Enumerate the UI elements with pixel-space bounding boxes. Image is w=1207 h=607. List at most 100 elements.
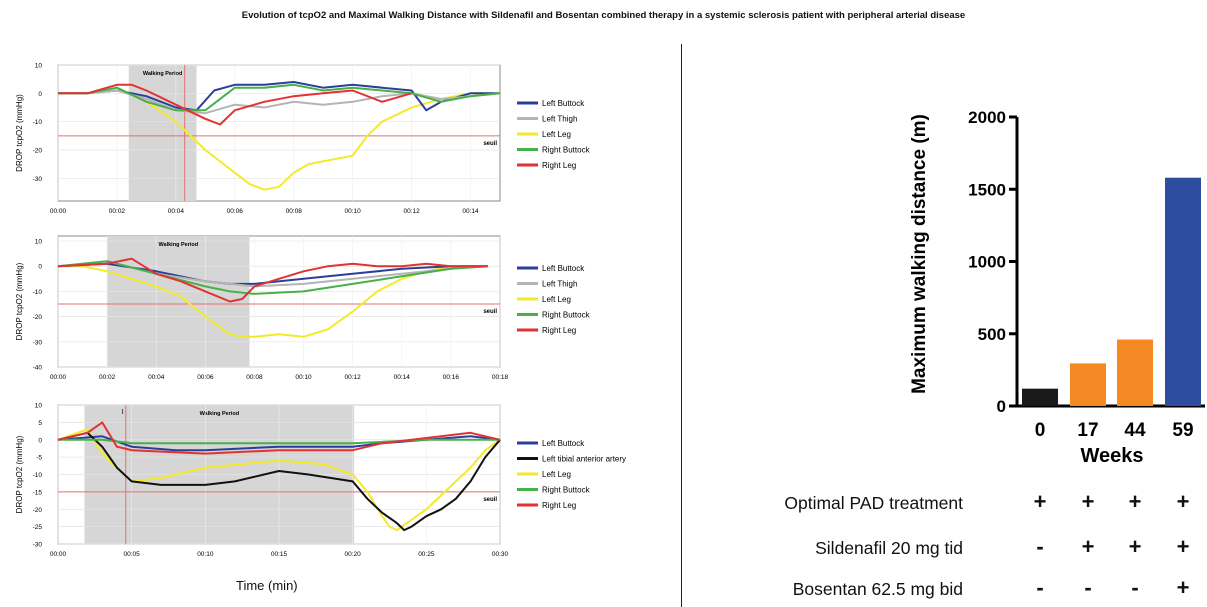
series-line-right-buttock: [57, 260, 488, 295]
treatment-plus: +: [1176, 534, 1190, 559]
legend-label: Left Leg: [542, 470, 571, 479]
y-tick-label: -10: [33, 289, 43, 296]
bar-week-0: [1022, 388, 1058, 406]
treatment-minus: -: [1036, 575, 1044, 600]
series-line-left-tibial: [57, 431, 501, 532]
x-axis-label: Weeks: [1080, 445, 1143, 467]
y-tick-label: 0: [38, 264, 42, 271]
bar-week-17: [1070, 363, 1106, 406]
y-tick-label: 5: [38, 420, 42, 427]
legend-label: Left Buttock: [542, 99, 585, 108]
y-tick-label: -10: [33, 119, 43, 126]
x-tick-label: 00:25: [418, 551, 435, 558]
legend-label: Right Buttock: [542, 146, 591, 155]
walking-period-label: Walking Period: [143, 71, 183, 77]
series-line-right-buttock: [58, 83, 501, 112]
treatment-row: Bosentan 62.5 mg bid - - - +: [690, 575, 1207, 605]
legend-label: Left Thigh: [542, 280, 577, 289]
x-tick-label: 00:00: [50, 374, 67, 381]
x-tick-label: 00:06: [197, 374, 214, 381]
legend-label: Right Buttock: [542, 486, 591, 495]
x-tick-label: 00:16: [443, 374, 460, 381]
series-line-left-leg: [58, 265, 488, 338]
threshold-label: seuil: [483, 309, 497, 315]
y-tick-label: 2000: [968, 108, 1006, 127]
x-tick-label: 00:04: [168, 208, 185, 215]
tcpo2-panel-1: Walking Period 10 0 -10 -20 -30 00:00 00:02 00:0…: [15, 63, 591, 216]
legend-label: Right Leg: [542, 326, 576, 335]
y-tick-label: 10: [35, 239, 43, 246]
x-tick-label: 00:14: [394, 374, 411, 381]
x-tick-label: 00:10: [197, 551, 214, 558]
treatment-label: Bosentan 62.5 mg bid: [792, 579, 963, 599]
y-axis-label: Maximum walking distance (m): [909, 114, 930, 394]
treatment-row: Optimal PAD treatment + + + +: [690, 489, 1207, 519]
threshold-label: seuil: [483, 497, 497, 503]
y-tick-label: -30: [33, 176, 43, 183]
x-tick-label: 00:10: [345, 208, 362, 215]
y-tick-label: -25: [33, 524, 43, 531]
y-tick-label: -40: [33, 365, 43, 372]
treatment-plus: +: [1081, 489, 1095, 514]
x-tick-label: 00:02: [99, 374, 116, 381]
x-tick-label: 00:00: [50, 208, 67, 215]
y-axis-label: DROP tcpO2 (mmHg): [15, 435, 24, 513]
x-tick-label: 00:20: [345, 551, 362, 558]
y-tick-label: 10: [35, 403, 43, 410]
x-tick-label: 00:08: [286, 208, 303, 215]
figure-title: Evolution of tcpO2 and Maximal Walking D…: [241, 10, 966, 21]
x-tick-label: 17: [1077, 420, 1098, 441]
treatment-row: Sildenafil 20 mg tid - + + +: [690, 534, 1207, 564]
x-tick-label: 00:14: [462, 208, 479, 215]
x-tick-label: 44: [1124, 420, 1146, 441]
treatment-plus: +: [1128, 489, 1142, 514]
treatment-plus: +: [1033, 489, 1047, 514]
legend-label: Right Buttock: [542, 311, 591, 320]
treatment-plus: +: [1176, 489, 1190, 514]
x-tick-label: 00:12: [345, 374, 362, 381]
x-tick-label: 00:04: [148, 374, 165, 381]
legend-label: Left Leg: [542, 130, 571, 139]
x-tick-label: 59: [1172, 420, 1193, 441]
series-line-right-leg: [57, 257, 488, 303]
treatment-minus: -: [1084, 575, 1092, 600]
x-tick-label: 00:12: [403, 208, 420, 215]
treatment-label: Sildenafil 20 mg tid: [815, 538, 963, 558]
y-tick-label: 10: [35, 63, 43, 70]
series-line-left-buttock: [57, 435, 501, 452]
x-tick-label: 00:08: [246, 374, 263, 381]
treatment-plus: +: [1176, 575, 1190, 600]
y-tick-label: -30: [33, 542, 43, 549]
walking-period-label: Walking Period: [159, 242, 199, 248]
x-tick-label: 00:06: [227, 208, 244, 215]
y-tick-label: 0: [997, 397, 1006, 416]
y-tick-label: -20: [33, 314, 43, 321]
panel-divider: [681, 44, 682, 607]
treatment-plus: +: [1128, 534, 1142, 559]
walking-period-shade: [107, 236, 250, 367]
legend-label: Left Leg: [542, 295, 571, 304]
y-tick-label: -5: [36, 455, 42, 462]
legend-label: Right Leg: [542, 161, 576, 170]
y-tick-label: 1500: [968, 180, 1006, 199]
series-line-left-leg: [58, 86, 500, 191]
x-tick-label: 00:00: [50, 551, 67, 558]
x-tick-label: 00:18: [492, 374, 509, 381]
treatment-minus: -: [1131, 575, 1139, 600]
x-tick-label: 0: [1035, 420, 1046, 441]
legend-label: Left Thigh: [542, 115, 577, 124]
legend-label: Right Leg: [542, 501, 576, 510]
legend-label: Left Buttock: [542, 439, 585, 448]
y-tick-label: 500: [978, 325, 1006, 344]
tcpo2-panel-2: Walking Period 10 0 -10 -20 -30 -40 00:00 00:02 0…: [15, 235, 591, 381]
series-line-right-leg: [58, 83, 412, 126]
x-tick-label: 00:15: [271, 551, 288, 558]
y-tick-label: -20: [33, 148, 43, 155]
treatment-label: Optimal PAD treatment: [784, 493, 963, 513]
bar-chart-group: 0 500 1000 1500 2000 0 17 44 59 Weeks Maximum walk…: [909, 108, 1205, 467]
y-tick-label: -20: [33, 507, 43, 514]
y-axis-label: DROP tcpO2 (mmHg): [15, 262, 24, 340]
tcpo2-panels: Walking Period 10 0 -10 -20 -30 00:00 00:02 00:0…: [15, 63, 626, 559]
x-tick-label: 00:30: [492, 551, 509, 558]
y-tick-label: 0: [38, 437, 42, 444]
